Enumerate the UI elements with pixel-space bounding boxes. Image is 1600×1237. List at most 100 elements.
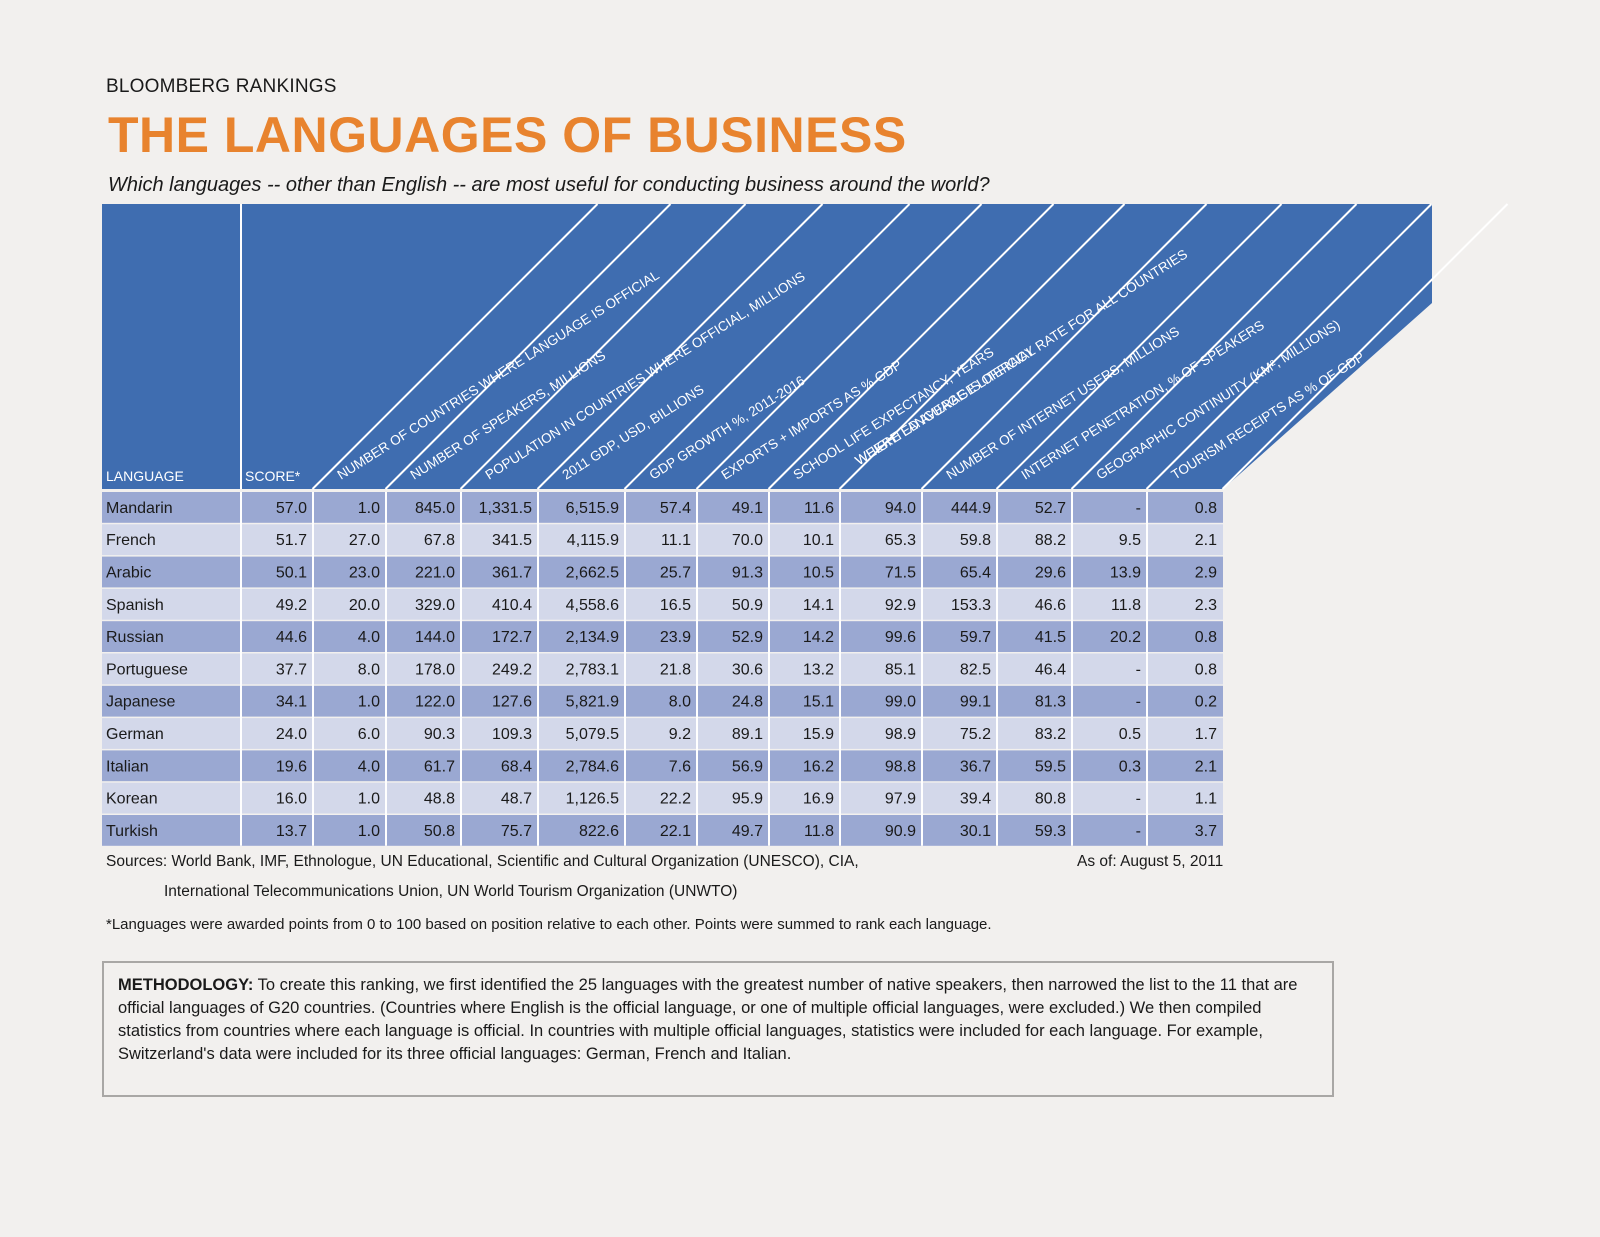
language-cell: Arabic: [106, 565, 151, 582]
value-cell: 81.3: [1035, 694, 1066, 711]
value-cell: 15.1: [803, 694, 834, 711]
value-cell: 50.9: [732, 597, 763, 614]
table-row-band: [102, 750, 1223, 782]
value-cell: 2,134.9: [566, 629, 619, 646]
value-cell: 89.1: [732, 726, 763, 743]
value-cell: 249.2: [492, 661, 532, 678]
value-cell: 8.0: [358, 661, 380, 678]
value-cell: 37.7: [276, 661, 307, 678]
value-cell: 36.7: [960, 758, 991, 775]
value-cell: 22.1: [660, 823, 691, 840]
value-cell: 2,783.1: [566, 661, 619, 678]
value-cell: 845.0: [415, 500, 455, 517]
value-cell: 71.5: [885, 565, 916, 582]
value-cell: 8.0: [669, 694, 691, 711]
value-cell: 153.3: [951, 597, 991, 614]
value-cell: 99.6: [885, 629, 916, 646]
value-cell: 90.3: [424, 726, 455, 743]
value-cell: 13.7: [276, 823, 307, 840]
value-cell: 2,662.5: [566, 565, 619, 582]
value-cell: 95.9: [732, 791, 763, 808]
value-cell: 1.1: [1195, 791, 1217, 808]
table-row-band: [102, 653, 1223, 685]
value-cell: 59.8: [960, 532, 991, 549]
value-cell: 0.2: [1195, 694, 1217, 711]
value-cell: 46.4: [1035, 661, 1066, 678]
value-cell: 2.1: [1195, 532, 1217, 549]
language-cell: French: [106, 532, 156, 549]
table-row-band: [102, 782, 1223, 814]
value-cell: 4.0: [358, 629, 380, 646]
value-cell: 99.0: [885, 694, 916, 711]
value-cell: 172.7: [492, 629, 532, 646]
value-cell: 29.6: [1035, 565, 1066, 582]
table-row-band: [102, 621, 1223, 652]
value-cell: 88.2: [1035, 532, 1066, 549]
value-cell: 52.7: [1035, 500, 1066, 517]
value-cell: 98.9: [885, 726, 916, 743]
value-cell: 0.5: [1119, 726, 1141, 743]
value-cell: 127.6: [492, 694, 532, 711]
table-row-band: [102, 815, 1223, 846]
value-cell: -: [1136, 661, 1141, 678]
value-cell: 0.8: [1195, 661, 1217, 678]
header-diagonal-line: [695, 203, 983, 490]
header-diagonal-line: [1145, 203, 1433, 490]
value-cell: 49.1: [732, 500, 763, 517]
value-cell: 1.0: [358, 500, 380, 517]
value-cell: 1.0: [358, 791, 380, 808]
value-cell: 41.5: [1035, 629, 1066, 646]
value-cell: -: [1136, 694, 1141, 711]
value-cell: 1.0: [358, 694, 380, 711]
value-cell: 70.0: [732, 532, 763, 549]
value-cell: 61.7: [424, 758, 455, 775]
table-row-band: [102, 556, 1223, 588]
value-cell: 1,331.5: [479, 500, 532, 517]
header-diagonal-line: [995, 203, 1283, 490]
value-cell: 49.7: [732, 823, 763, 840]
header-diagonal-line: [536, 203, 824, 490]
value-cell: 14.2: [803, 629, 834, 646]
language-cell: German: [106, 726, 164, 743]
value-cell: 67.8: [424, 532, 455, 549]
value-cell: 57.4: [660, 500, 691, 517]
value-cell: 65.4: [960, 565, 991, 582]
value-cell: 75.2: [960, 726, 991, 743]
header-diagonal-line: [311, 203, 599, 490]
value-cell: -: [1136, 500, 1141, 517]
value-cell: 46.6: [1035, 597, 1066, 614]
value-cell: 10.5: [803, 565, 834, 582]
value-cell: 4,115.9: [567, 532, 619, 549]
value-cell: 2,784.6: [566, 758, 619, 775]
value-cell: 50.8: [424, 823, 455, 840]
score-note: *Languages were awarded points from 0 to…: [106, 916, 992, 933]
value-cell: 82.5: [960, 661, 991, 678]
value-cell: 7.6: [669, 758, 691, 775]
value-cell: 30.6: [732, 661, 763, 678]
value-cell: 48.8: [424, 791, 455, 808]
value-cell: 27.0: [349, 532, 380, 549]
methodology-box: METHODOLOGY: To create this ranking, we …: [102, 961, 1334, 1097]
value-cell: 85.1: [885, 661, 916, 678]
score-header: SCORE*: [245, 468, 301, 484]
value-cell: 11.1: [661, 532, 691, 549]
value-cell: 2.1: [1195, 758, 1217, 775]
value-cell: 50.1: [276, 565, 307, 582]
value-cell: -: [1136, 791, 1141, 808]
value-cell: 48.7: [501, 791, 532, 808]
value-cell: 410.4: [492, 597, 532, 614]
value-cell: 75.7: [501, 823, 532, 840]
sources-line-2: International Telecommunications Union, …: [164, 883, 738, 900]
language-cell: Mandarin: [106, 500, 173, 517]
value-cell: 97.9: [885, 791, 916, 808]
value-cell: 56.9: [732, 758, 763, 775]
value-cell: 16.9: [803, 791, 834, 808]
value-cell: 57.0: [276, 500, 307, 517]
value-cell: 49.2: [276, 597, 307, 614]
value-cell: 6,515.9: [566, 500, 619, 517]
value-cell: 5,079.5: [566, 726, 619, 743]
page-title: THE LANGUAGES OF BUSINESS: [108, 107, 907, 163]
value-cell: 13.2: [803, 661, 834, 678]
value-cell: 68.4: [501, 758, 532, 775]
value-cell: 59.7: [960, 629, 991, 646]
